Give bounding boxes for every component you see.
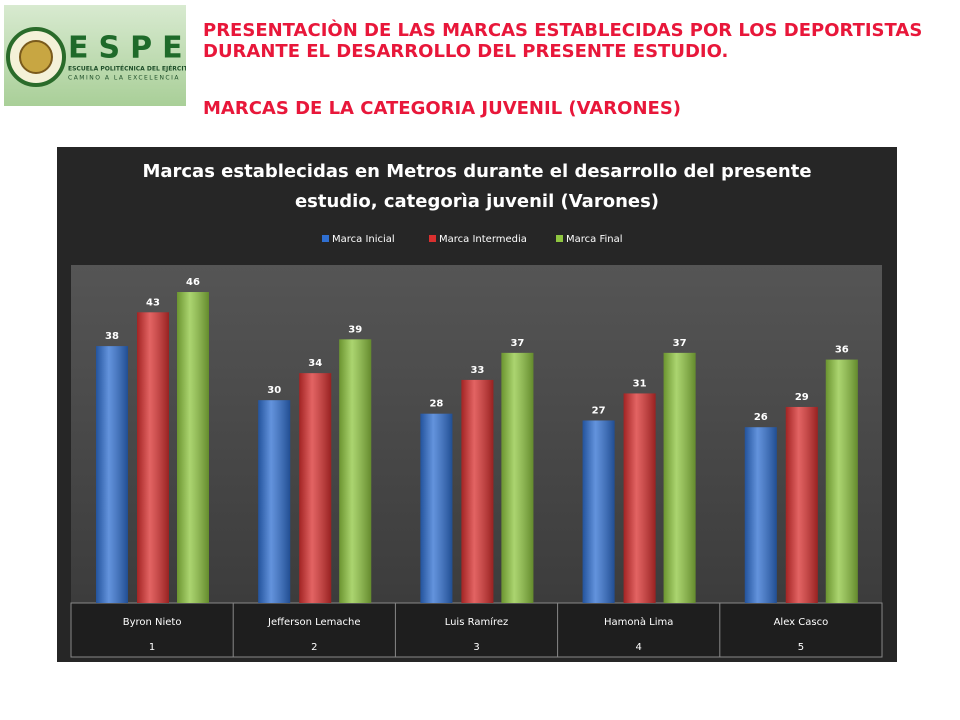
- logo: ESPE ESCUELA POLITÉCNICA DEL EJÉRCITO CA…: [4, 5, 186, 106]
- chart-title: Marcas establecidas en Metros durante el…: [142, 161, 811, 212]
- chart: Marcas establecidas en Metros durante el…: [57, 147, 897, 662]
- value-label: 37: [510, 338, 524, 349]
- bar-shine: [258, 400, 291, 603]
- x-tick-label: Byron Nieto: [123, 617, 182, 628]
- value-label: 30: [267, 385, 281, 396]
- bar-shine: [825, 359, 858, 603]
- x-tick-label: Hamonà Lima: [604, 616, 673, 628]
- value-label: 33: [470, 365, 484, 376]
- bar-shine: [339, 339, 372, 603]
- bar-shine: [785, 406, 818, 603]
- x-tick-label: Jefferson Lemache: [267, 617, 361, 628]
- legend-label: Marca Final: [566, 234, 623, 245]
- legend-swatch: [556, 235, 563, 242]
- x-tick-label: Alex Casco: [774, 617, 829, 628]
- category-number: 1: [149, 642, 155, 653]
- category-number: 4: [636, 642, 642, 653]
- value-label: 43: [146, 297, 160, 308]
- bar-shine: [177, 292, 209, 603]
- page-subtitle: MARCAS DE LA CATEGORIA JUVENIL (VARONES): [203, 98, 682, 119]
- category-number: 5: [798, 642, 804, 653]
- bar-shine: [744, 427, 777, 603]
- value-label: 38: [105, 331, 119, 342]
- legend-label: Marca Inicial: [332, 234, 395, 245]
- bar-shine: [582, 420, 615, 603]
- logo-line2: CAMINO A LA EXCELENCIA: [68, 75, 180, 82]
- category-table: [70, 602, 883, 658]
- value-label: 36: [835, 345, 849, 356]
- bar-shine: [137, 312, 169, 603]
- legend-swatch: [429, 235, 436, 242]
- logo-emblem-core: [19, 40, 53, 74]
- bar-shine: [461, 379, 494, 603]
- bar-shine: [623, 393, 656, 603]
- value-label: 34: [308, 358, 322, 369]
- value-label: 37: [673, 338, 687, 349]
- legend-label: Marca Intermedia: [439, 234, 527, 245]
- value-label: 26: [754, 412, 768, 423]
- bar-shine: [96, 346, 128, 603]
- page-title: PRESENTACIÒN DE LAS MARCAS ESTABLECIDAS …: [203, 20, 923, 62]
- bar-shine: [420, 413, 453, 603]
- logo-line1: ESCUELA POLITÉCNICA DEL EJÉRCITO: [68, 65, 186, 73]
- value-label: 39: [348, 324, 362, 335]
- bar-shine: [299, 373, 332, 603]
- value-label: 31: [633, 378, 647, 389]
- bar-shine: [501, 352, 534, 603]
- value-label: 46: [186, 277, 200, 288]
- logo-name: ESPE: [68, 31, 186, 66]
- value-label: 27: [592, 405, 606, 416]
- legend-swatch: [322, 235, 329, 242]
- value-label: 28: [429, 399, 443, 410]
- bar-shine: [663, 352, 696, 603]
- category-number: 3: [473, 642, 479, 653]
- x-tick-label: Luis Ramírez: [445, 616, 509, 628]
- category-number: 2: [311, 642, 317, 653]
- value-label: 29: [795, 392, 809, 403]
